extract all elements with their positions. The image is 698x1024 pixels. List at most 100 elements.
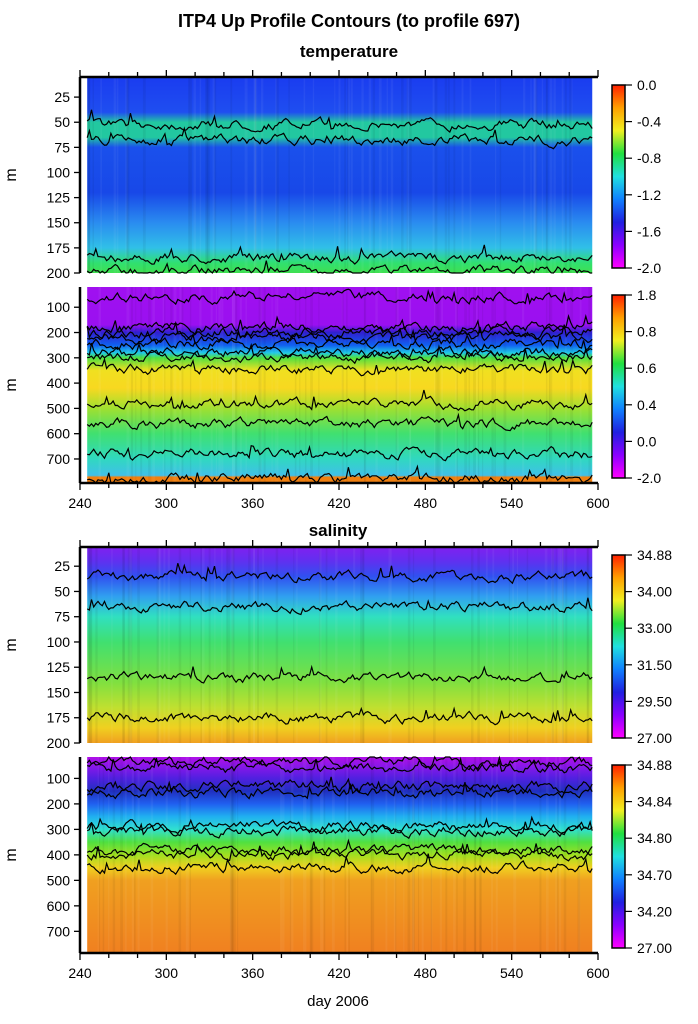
field-streak — [513, 757, 517, 953]
field-streak — [318, 547, 321, 743]
field-streak — [544, 547, 548, 743]
field-streak — [162, 287, 164, 483]
contour-line — [86, 244, 593, 265]
y-tick-label: 75 — [54, 139, 70, 155]
field-streak — [137, 757, 140, 953]
field-streak — [406, 77, 410, 273]
field-streak — [122, 547, 125, 743]
field-streak — [87, 547, 91, 743]
field-streak — [163, 547, 166, 743]
field-streak — [212, 77, 216, 273]
field-streak — [189, 77, 193, 273]
y-axis-label: m — [3, 378, 20, 391]
field-streak — [204, 77, 208, 273]
field-streak — [535, 77, 538, 273]
field-streak — [390, 77, 394, 273]
x-tick-label: 480 — [414, 495, 438, 511]
field-streak — [473, 757, 477, 953]
field-streak — [409, 287, 412, 483]
contour-line — [86, 819, 593, 840]
field-streak — [445, 757, 448, 953]
field-streak — [108, 757, 110, 953]
field-streak — [453, 757, 456, 953]
field-streak — [310, 287, 313, 483]
field-streak — [549, 287, 553, 483]
field-streak — [129, 547, 132, 743]
colorbar-tick-label: 34.80 — [637, 830, 672, 846]
contour-line — [86, 776, 593, 794]
field-streak — [331, 757, 335, 953]
contour-line — [86, 563, 593, 585]
field-streak — [390, 547, 392, 743]
field-streak — [214, 547, 216, 743]
field-streak — [142, 77, 146, 273]
field-streak — [395, 757, 397, 953]
field-streak — [347, 77, 350, 273]
y-tick-label: 600 — [47, 898, 71, 914]
field-streak — [361, 77, 364, 273]
contour-line — [86, 389, 593, 412]
field-streak — [570, 287, 574, 483]
field-streak — [319, 547, 322, 743]
colorbar-tick-label: 0.4 — [637, 397, 657, 413]
field-streak — [545, 287, 548, 483]
temperature-subtitle: temperature — [300, 42, 398, 61]
field-streak — [231, 757, 234, 953]
field-streak — [102, 757, 105, 953]
field-streak — [432, 77, 435, 273]
field-streak — [494, 287, 496, 483]
field-streak — [255, 77, 258, 273]
field-streak — [588, 287, 591, 483]
field-streak — [556, 757, 559, 953]
field-streak — [539, 757, 542, 953]
panel-2: 100 200 300 400 500 600 700 m 240 300 360 420 480 540… — [3, 287, 661, 511]
field-streak — [362, 547, 365, 743]
x-tick-label: 300 — [155, 495, 179, 511]
field-streak — [319, 757, 323, 953]
y-tick-label: 75 — [54, 609, 70, 625]
field-streak — [508, 547, 510, 743]
field-streak — [386, 77, 388, 273]
colorbar-tick-label: -1.2 — [637, 187, 661, 203]
colorbar-tick-label: 34.88 — [637, 547, 672, 563]
field-streak — [244, 77, 248, 273]
contour-line — [86, 342, 593, 362]
field-streak — [165, 757, 168, 953]
y-tick-label: 150 — [47, 215, 71, 231]
field-streak — [178, 547, 182, 743]
field-streak — [304, 287, 307, 483]
x-tick-label: 540 — [500, 965, 524, 981]
y-tick-label: 125 — [47, 190, 71, 206]
field-streak — [474, 757, 477, 953]
field-streak — [433, 547, 436, 743]
contour-line — [86, 412, 593, 432]
field-streak — [461, 77, 464, 273]
colorbar-tick-label: 34.88 — [637, 757, 672, 773]
colorbar — [611, 764, 626, 949]
field-streak — [577, 757, 581, 953]
field-streak — [252, 547, 255, 743]
field-streak — [441, 287, 444, 483]
colorbar-tick-label: 29.50 — [637, 693, 672, 709]
x-tick-label: 360 — [241, 495, 265, 511]
field-streak — [122, 547, 125, 743]
field-streak — [254, 77, 257, 273]
field-streak — [318, 287, 320, 483]
field-streak — [512, 547, 515, 743]
field-streak — [533, 77, 537, 273]
colorbar-tick-label: 1.8 — [637, 287, 657, 303]
field-streak — [253, 547, 255, 743]
field-streak — [312, 77, 315, 273]
field-streak — [129, 547, 133, 743]
colorbar-tick-label: -1.6 — [637, 223, 661, 239]
x-tick-label: 420 — [327, 965, 351, 981]
x-tick-label: 420 — [327, 495, 351, 511]
field-streak — [477, 287, 480, 483]
colorbar-tick-label: 34.70 — [637, 867, 672, 883]
field-streak — [561, 547, 564, 743]
field-streak — [230, 77, 233, 273]
field-streak — [456, 757, 458, 953]
field-streak — [470, 547, 474, 743]
field-streak — [275, 547, 279, 743]
colorbar-tick-label: 0.0 — [637, 77, 657, 93]
